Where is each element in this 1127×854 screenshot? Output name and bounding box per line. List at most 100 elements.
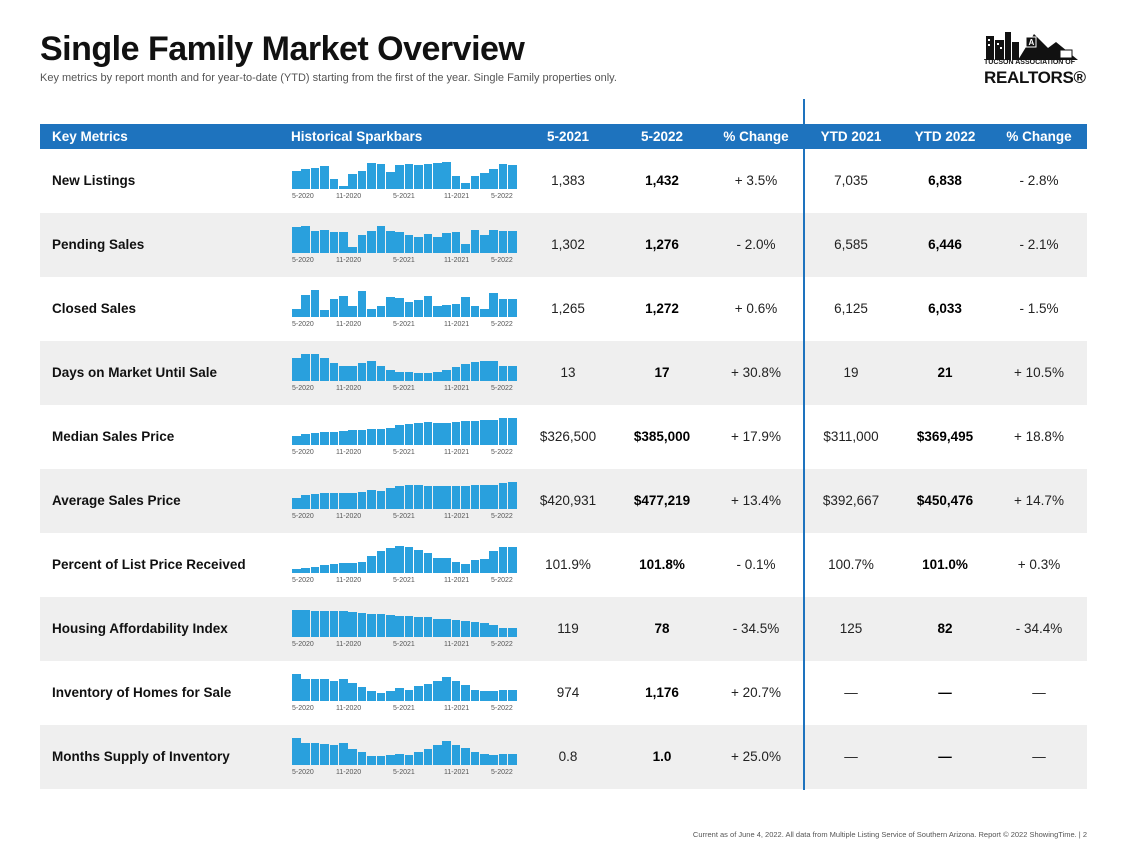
spark-bar <box>348 306 357 317</box>
value-month-2021: 13 <box>560 365 576 380</box>
value-ytd-2022: 21 <box>937 365 953 380</box>
spark-bar <box>508 231 517 253</box>
spark-bar <box>404 754 414 765</box>
spark-bar <box>489 690 498 701</box>
spark-bar <box>376 306 386 317</box>
spark-tick-label: 5-2021 <box>393 193 415 200</box>
spark-bar <box>442 486 451 509</box>
spark-bar <box>367 309 376 317</box>
spark-bar <box>470 175 480 189</box>
spark-tick-labels: 5-2020 11-2020 5-2021 11-2021 5-2022 <box>292 705 518 715</box>
spark-bar <box>461 243 470 253</box>
value-month-2022: $385,000 <box>633 429 691 444</box>
spark-bar <box>357 171 367 189</box>
spark-bar <box>292 569 301 573</box>
value-month-2022: 1,276 <box>645 237 679 252</box>
logo-line2: REALTORS® <box>984 68 1086 87</box>
spark-bar <box>348 748 357 765</box>
spark-bar <box>386 171 395 189</box>
spark-tick-label: 11-2021 <box>444 449 470 456</box>
spark-tick-label: 5-2022 <box>491 257 513 264</box>
value-month-2021: 119 <box>557 621 579 636</box>
spark-bar <box>339 231 348 253</box>
spark-bar <box>395 164 404 189</box>
spark-bar <box>404 234 414 253</box>
table-row: Months Supply of Inventory 5-2020 11-2020 5… <box>40 725 1087 789</box>
spark-bar <box>320 743 329 765</box>
spark-bar <box>433 163 442 189</box>
spark-bar <box>404 547 414 573</box>
spark-bar <box>292 674 301 701</box>
spark-bar <box>357 234 367 253</box>
spark-bar <box>348 492 357 509</box>
spark-bar <box>339 185 348 189</box>
spark-bar <box>451 745 461 765</box>
spark-bar <box>404 372 414 381</box>
spark-bar <box>470 420 480 445</box>
spark-bar <box>442 558 451 573</box>
spark-bar <box>339 365 348 381</box>
spark-bar <box>339 295 348 317</box>
value-pct-change: + 25.0% <box>731 749 781 764</box>
value-pct-change: + 13.4% <box>731 493 781 508</box>
ytd-divider <box>803 99 805 790</box>
value-ytd-2022: 101.0% <box>922 557 968 572</box>
col-month-2022: 5-2022 <box>640 129 684 144</box>
spark-bar <box>498 754 508 765</box>
value-pct-change: - 2.0% <box>736 237 776 252</box>
value-ytd-pct-change: - 1.5% <box>1019 301 1059 316</box>
spark-bar <box>461 485 470 509</box>
spark-bar <box>414 616 423 637</box>
spark-bar <box>395 616 404 637</box>
spark-bar <box>423 553 433 573</box>
spark-bar <box>367 230 376 253</box>
spark-bar <box>480 420 489 445</box>
sparkbar-chart <box>292 161 518 189</box>
table-row: Days on Market Until Sale 5-2020 11-2020 5-… <box>40 341 1087 405</box>
spark-bar <box>423 372 433 381</box>
spark-bar <box>498 366 508 381</box>
spark-bar <box>461 364 470 381</box>
spark-bar <box>367 429 376 445</box>
spark-tick-label: 5-2021 <box>393 449 415 456</box>
spark-tick-label: 5-2020 <box>292 193 314 200</box>
spark-bar <box>348 683 357 701</box>
spark-bar <box>329 299 339 317</box>
col-sparkbars: Historical Sparkbars <box>291 129 423 144</box>
value-month-2022: 1,432 <box>645 173 679 188</box>
value-month-2022: 1,176 <box>645 685 679 700</box>
spark-bar <box>292 609 301 637</box>
spark-bar <box>442 618 451 637</box>
spark-bar <box>367 163 376 189</box>
spark-bar <box>470 560 480 573</box>
spark-tick-label: 5-2020 <box>292 321 314 328</box>
spark-bar <box>508 689 517 701</box>
table-body: New Listings 5-2020 11-2020 5-2021 11-2021 5-… <box>40 149 1087 789</box>
metric-label: Inventory of Homes for Sale <box>52 685 232 700</box>
spark-bar <box>423 617 433 637</box>
value-ytd-2022: $369,495 <box>916 429 974 444</box>
spark-bar <box>498 299 508 317</box>
spark-bar <box>433 485 442 509</box>
spark-bar <box>329 178 339 189</box>
spark-bar <box>320 678 329 701</box>
spark-bar <box>292 497 301 509</box>
spark-tick-label: 5-2020 <box>292 257 314 264</box>
spark-bar <box>357 613 367 637</box>
spark-bar <box>498 418 508 445</box>
spark-tick-labels: 5-2020 11-2020 5-2021 11-2021 5-2022 <box>292 513 518 523</box>
spark-bar <box>348 365 357 381</box>
spark-bar <box>386 487 395 509</box>
spark-bar <box>292 227 301 253</box>
spark-bar <box>357 363 367 381</box>
spark-tick-label: 5-2022 <box>491 385 513 392</box>
table-row: New Listings 5-2020 11-2020 5-2021 11-2021 5-… <box>40 149 1087 213</box>
value-month-2021: 1,302 <box>551 237 585 252</box>
spark-bar <box>423 234 433 253</box>
spark-bar <box>461 296 470 317</box>
spark-bar <box>367 490 376 509</box>
spark-bar <box>320 432 329 445</box>
metrics-table: Key Metrics Historical Sparkbars 5-2021 … <box>40 99 1087 790</box>
spark-bar <box>301 742 310 765</box>
spark-bar <box>451 232 461 253</box>
